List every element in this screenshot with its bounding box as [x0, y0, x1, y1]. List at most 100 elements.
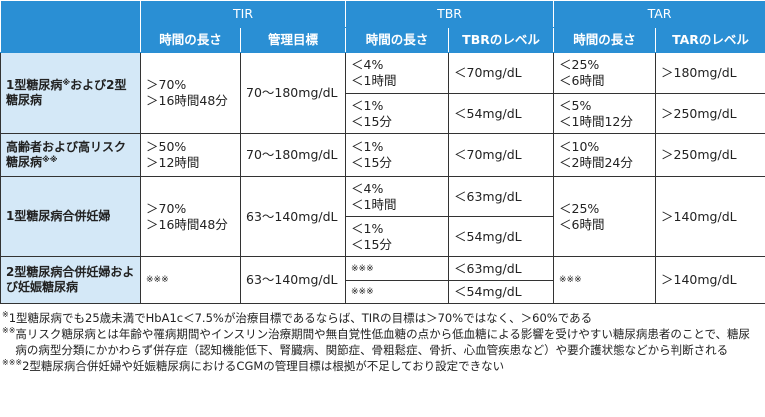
subheader: TBRのレベル: [448, 27, 555, 53]
cell-line: ※※※: [559, 275, 582, 285]
tbr-time: ＜1% ＜15分: [345, 93, 450, 134]
cell-line: ＜5%: [559, 97, 592, 113]
tbr-level: ＜70mg/dL: [448, 52, 555, 94]
target-table: TIR TBR TAR 時間の長さ 管理目標 時間の長さ TBRのレベル 時間の長さ TA…: [0, 0, 765, 304]
header: TBR: [345, 0, 555, 28]
tbr-time: ＜4% ＜1時間: [345, 176, 450, 217]
tir-target: 63～140mg/dL: [239, 256, 347, 304]
footnote: ※ 1型糖尿病でも25歳未満でHbA1c＜7.5%が治療目標であるならば、TIRの…: [2, 310, 761, 326]
tbr-level: ＜54mg/dL: [448, 216, 555, 257]
cell-line: ※※※: [351, 287, 374, 297]
cell-line: ＜25%: [559, 57, 600, 72]
cell-line: ＜1%: [351, 220, 384, 236]
footnote-mark: ※: [2, 310, 9, 319]
tbr-time: ※※※: [345, 280, 450, 304]
table-row: 2型糖尿病合併妊婦および妊娠糖尿病 ※※※ 63～140mg/dL ※※※ ＜63mg/…: [0, 256, 765, 304]
tbr-level: ＜63mg/dL: [448, 256, 555, 281]
table-row: 1型糖尿病※および2型糖尿病 ＞70% ＞16時間48分 70～180mg/dL ＜4%…: [0, 52, 765, 134]
tir-time: ※※※: [140, 256, 241, 304]
cell-line: ＞70%: [146, 200, 187, 216]
cell-line: ＞16時間48分: [146, 216, 228, 232]
label-text: および2型糖尿病: [6, 78, 127, 107]
table-row: 1型糖尿病合併妊婦 ＞70% ＞16時間48分 63～140mg/dL ＜4% ＜1時間＜…: [0, 176, 765, 257]
row-label: 1型糖尿病※および2型糖尿病: [0, 52, 141, 134]
header: TAR: [553, 0, 765, 28]
tar-time: ＜25% ＜6時間: [553, 176, 657, 257]
label-text: 2型糖尿病合併妊婦および妊娠糖尿病: [6, 265, 135, 294]
cell-line: ＜15分: [351, 236, 392, 252]
cell-line: ※※※: [351, 263, 374, 274]
tbr-time: ＜1% ＜15分: [345, 216, 450, 257]
cell-line: ＜1時間: [351, 196, 397, 212]
tir-target: 70～180mg/dL: [239, 52, 347, 134]
footnote-text: 1型糖尿病でも25歳未満でHbA1c＜7.5%が治療目標であるならば、TIRの目…: [8, 311, 593, 325]
tir-time: ＞70% ＞16時間48分: [140, 52, 241, 134]
row-label: 高齢者および高リスク糖尿病※※: [0, 133, 141, 177]
cell-line: ＞16時間48分: [146, 93, 228, 108]
row-label: 1型糖尿病合併妊婦: [0, 176, 141, 257]
label-text: 1型糖尿病合併妊婦: [6, 209, 111, 223]
cell-line: ＜25%: [559, 200, 600, 216]
cell-line: ＜4%: [351, 180, 384, 196]
tar-time: ※※※: [553, 256, 657, 304]
cell-line: ＜1時間: [351, 73, 397, 88]
cell-line: ＜6時間: [559, 73, 605, 88]
footnote-text: 高リスク糖尿病とは年齢や罹病期間やインスリン治療期間や無自覚性低血糖の点から低血…: [15, 327, 751, 357]
tar-time: ＜10% ＜2時間24分: [553, 133, 657, 177]
cell-line: ＞70%: [146, 77, 187, 92]
tir-target: 63～140mg/dL: [239, 176, 347, 257]
tir-target: 70～180mg/dL: [239, 133, 347, 177]
cell-line: ＜1%: [351, 97, 384, 113]
tbr-level: ＜70mg/dL: [448, 133, 555, 177]
subheader: 管理目標: [239, 27, 347, 53]
cell-line: ＜15分: [351, 155, 392, 170]
subheader: TARのレベル: [655, 27, 765, 53]
tir-time: ＞70% ＞16時間48分: [140, 176, 241, 257]
row-label: 2型糖尿病合併妊婦および妊娠糖尿病: [0, 256, 141, 304]
footnote-text: 2型糖尿病合併妊婦や妊娠糖尿病におけるCGMの管理目標は根拠が不足しており設定で…: [22, 359, 505, 373]
cell-line: ＜1時間12分: [559, 113, 633, 129]
cell-line: ＜6時間: [559, 216, 605, 232]
subheader: 時間の長さ: [345, 27, 450, 53]
cell-line: ＞12時間: [146, 155, 200, 170]
cell-line: ＞50%: [146, 139, 187, 154]
table-row: ＜1% ＜15分 ＜54mg/dL: [1, 216, 765, 257]
tbr-time: ＜1% ＜15分: [345, 133, 450, 177]
cell-line: ※※※: [146, 275, 169, 285]
tar-level: ＞140mg/dL: [655, 176, 765, 257]
footnote-mark: ※※: [2, 326, 16, 335]
table-row: ※※※ ＜54mg/dL: [1, 280, 765, 304]
label-text: 高齢者および高リスク糖尿病: [6, 140, 127, 169]
cell-line: ＜4%: [351, 57, 384, 72]
tbr-time: ※※※: [345, 256, 450, 281]
subheader: 時間の長さ: [553, 27, 657, 53]
table-row: ＜1% ＜15分 ＜54mg/dL ＜5% ＜1時間12分 ＞250mg/dL: [1, 93, 765, 134]
tar-level: ＞250mg/dL: [655, 93, 765, 134]
cell-line: ＜15分: [351, 113, 392, 129]
tbr-level: ＜54mg/dL: [448, 280, 555, 304]
tbr-level: ＜63mg/dL: [448, 176, 555, 217]
footnote-mark: ※: [62, 78, 71, 87]
tbr-time: ＜4% ＜1時間: [345, 52, 450, 94]
tar-time: ＜5% ＜1時間12分: [553, 93, 657, 134]
tbr-level: ＜54mg/dL: [448, 93, 555, 134]
footnote-mark: ※※※: [2, 358, 23, 367]
tar-level: ＞250mg/dL: [655, 133, 765, 177]
corner-cell: [0, 0, 141, 53]
cell-line: ＜2時間24分: [559, 155, 633, 170]
footnote: ※※ 高リスク糖尿病とは年齢や罹病期間やインスリン治療期間や無自覚性低血糖の点から…: [2, 326, 761, 358]
tir-time: ＞50% ＞12時間: [140, 133, 241, 177]
tar-level: ＞180mg/dL: [655, 52, 765, 94]
footnotes: ※ 1型糖尿病でも25歳未満でHbA1c＜7.5%が治療目標であるならば、TIRの…: [0, 304, 765, 374]
label-text: 1型糖尿病: [6, 78, 63, 92]
cell-line: ＜10%: [559, 139, 600, 154]
tar-level: ＞140mg/dL: [655, 256, 765, 304]
footnote: ※※※ 2型糖尿病合併妊婦や妊娠糖尿病におけるCGMの管理目標は根拠が不足しており…: [2, 358, 761, 374]
subheader: 時間の長さ: [140, 27, 241, 53]
footnote-mark: ※※: [42, 155, 58, 164]
table-row: 高齢者および高リスク糖尿病※※ ＞50% ＞12時間 70～180mg/dL ＜1% ＜1…: [0, 133, 765, 177]
header: TIR: [139, 0, 347, 28]
tar-time: ＜25% ＜6時間: [553, 52, 657, 94]
cell-line: ＜1%: [351, 139, 384, 154]
